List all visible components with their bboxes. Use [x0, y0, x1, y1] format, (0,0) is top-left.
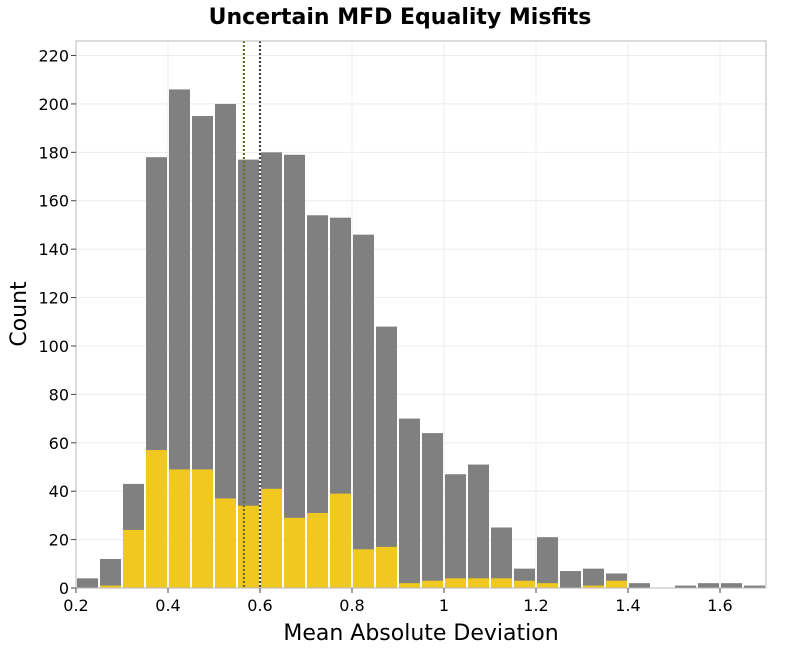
y-tick-label: 60	[49, 434, 69, 453]
y-tick-label: 80	[49, 385, 69, 404]
bar-total	[721, 583, 742, 588]
bar-total	[744, 585, 765, 588]
y-tick-label: 160	[38, 192, 69, 211]
bar-total	[537, 537, 558, 588]
bar-total	[353, 234, 374, 589]
bar-total	[560, 571, 581, 588]
bar-subset	[399, 583, 420, 588]
x-tick-label: 1.6	[707, 596, 732, 615]
bar-subset	[606, 580, 627, 588]
x-tick-label: 1	[439, 596, 449, 615]
bar-subset	[330, 493, 351, 588]
bar-subset	[146, 450, 167, 588]
bar-subset	[100, 585, 121, 588]
bar-total	[675, 585, 696, 588]
chart-title: Uncertain MFD Equality Misfits	[209, 5, 592, 30]
y-tick-label: 100	[38, 337, 69, 356]
y-tick-label: 40	[49, 482, 69, 501]
bar-total	[261, 152, 282, 588]
y-tick-label: 140	[38, 240, 69, 259]
bar-subset	[284, 517, 305, 588]
bar-subset	[468, 578, 489, 588]
bar-total	[583, 568, 604, 588]
bar-total	[169, 89, 190, 589]
bar-total	[307, 215, 328, 588]
y-axis-label: Count	[7, 281, 32, 347]
y-tick-label: 200	[38, 95, 69, 114]
x-tick-label: 1.2	[523, 596, 548, 615]
bar-total	[445, 474, 466, 588]
y-tick-label: 180	[38, 143, 69, 162]
x-tick-label: 0.6	[247, 596, 272, 615]
y-tick-label: 0	[59, 579, 69, 598]
bar-subset	[307, 512, 328, 588]
y-tick-label: 20	[49, 531, 69, 550]
bar-subset	[123, 529, 144, 588]
bar-subset	[261, 488, 282, 588]
bar-subset	[353, 549, 374, 588]
bar-total	[284, 154, 305, 588]
bar-total	[77, 578, 98, 588]
bar-total	[422, 433, 443, 588]
bar-total	[100, 558, 121, 588]
y-tick-label: 120	[38, 289, 69, 308]
bar-subset	[238, 505, 259, 588]
x-tick-label: 0.2	[63, 596, 88, 615]
y-axis-ticks: 0 20 40 60 80 100 120 140 160 180 200 220	[38, 47, 76, 598]
y-tick-label: 220	[38, 47, 69, 66]
x-axis-ticks: 0.2 0.4 0.6 0.8 1 1.2 1.4 1.6	[63, 588, 733, 615]
bar-subset	[422, 580, 443, 588]
bar-total	[468, 464, 489, 588]
bar-total	[399, 418, 420, 588]
x-axis-label: Mean Absolute Deviation	[283, 621, 558, 646]
x-tick-label: 0.4	[155, 596, 180, 615]
bar-subset	[445, 578, 466, 588]
bar-subset	[376, 546, 397, 588]
bar-total	[215, 103, 236, 589]
bar-subset	[192, 469, 213, 588]
bar-subset	[514, 580, 535, 588]
plot-background	[76, 41, 766, 588]
plot-frame	[75, 40, 767, 589]
series-total-bars	[77, 89, 765, 589]
bar-subset	[583, 585, 604, 588]
reference-lines	[242, 41, 262, 588]
bar-subset	[537, 583, 558, 588]
bar-total	[491, 527, 512, 588]
bar-total	[698, 583, 719, 588]
x-tick-label: 1.4	[615, 596, 640, 615]
x-tick-label: 0.8	[339, 596, 364, 615]
bar-subset	[491, 578, 512, 588]
bar-total	[629, 583, 650, 588]
bar-total	[376, 326, 397, 588]
bar-subset	[169, 469, 190, 588]
bar-subset	[215, 498, 236, 588]
